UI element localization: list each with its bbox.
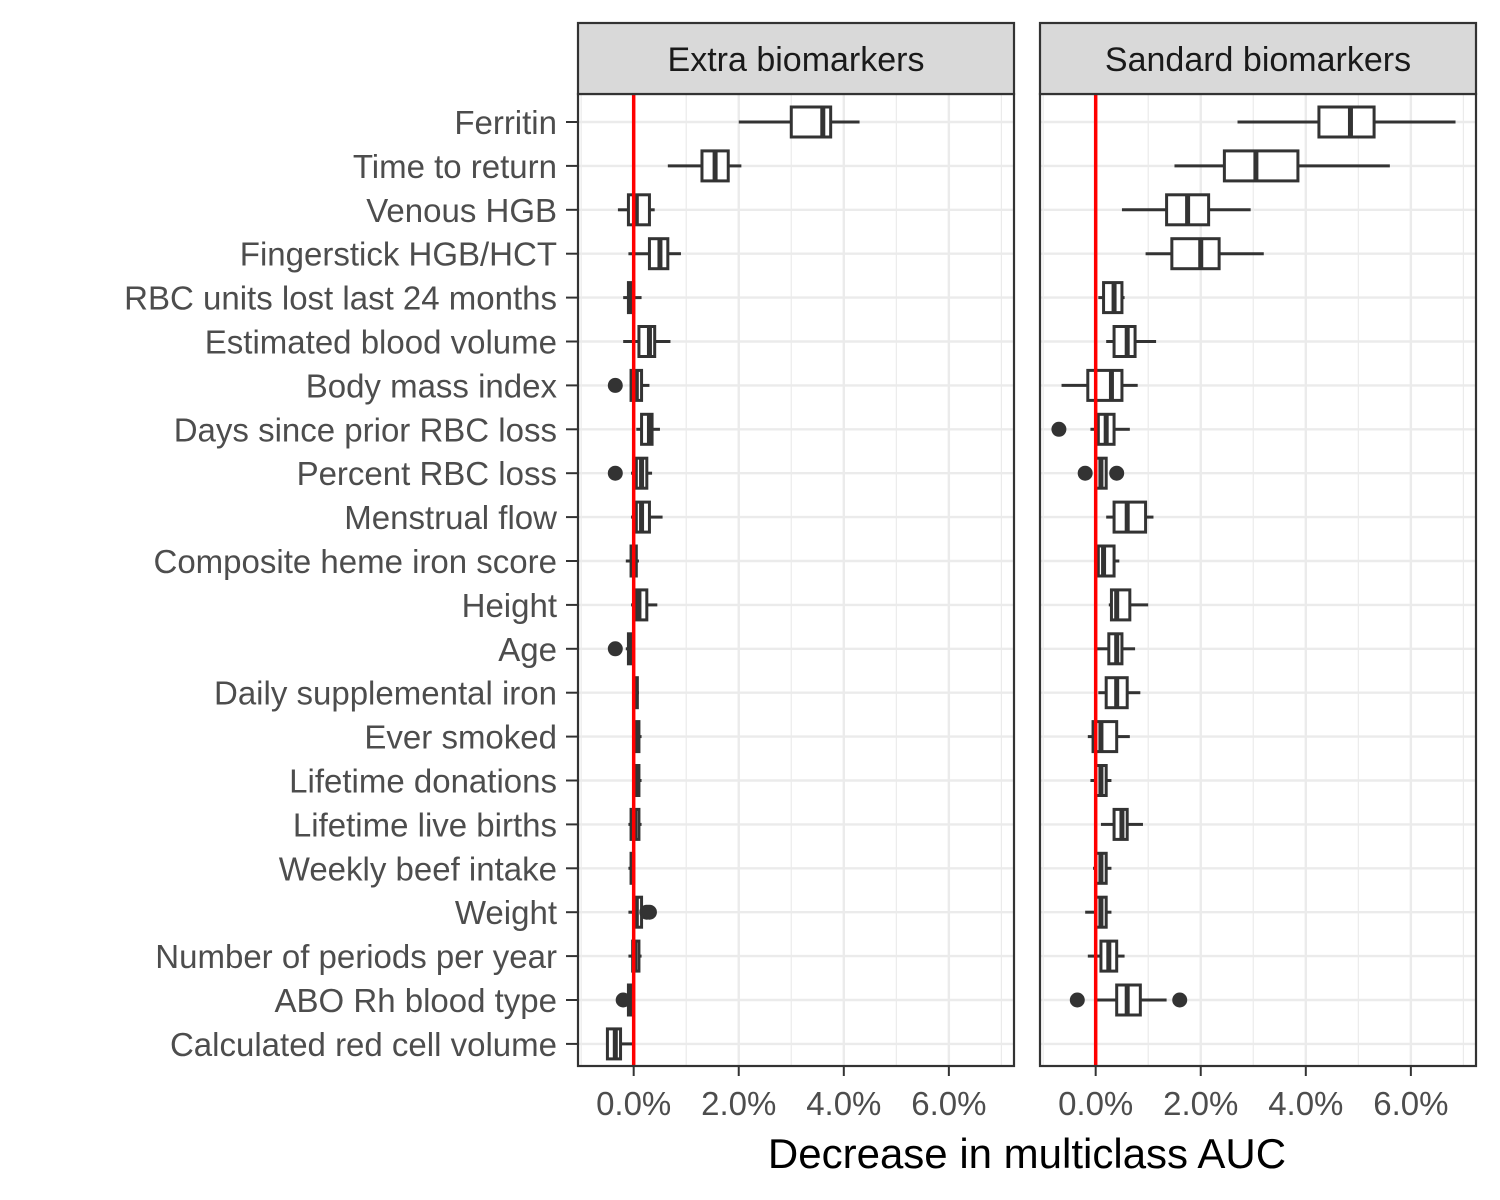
box — [1112, 325, 1137, 358]
y-tick-label: Days since prior RBC loss — [174, 411, 557, 448]
box — [1222, 149, 1300, 183]
y-tick-label: Fingerstick HGB/HCT — [240, 236, 557, 273]
box — [640, 412, 654, 446]
boxplot-1 — [1237, 105, 1456, 139]
boxplot-9 — [607, 456, 653, 490]
box — [626, 193, 651, 227]
x-tick-label: 6.0% — [911, 1085, 986, 1122]
outlier-point — [1077, 465, 1093, 481]
y-tick-label: Weight — [455, 894, 557, 931]
outlier-point — [607, 377, 623, 393]
outlier-point — [1172, 992, 1188, 1008]
boxplot-7 — [1061, 368, 1138, 402]
x-tick-label: 2.0% — [701, 1085, 776, 1122]
boxplot-6 — [623, 325, 671, 358]
outlier-point — [1109, 465, 1125, 481]
boxplot-19 — [628, 895, 657, 929]
y-tick-label: Estimated blood volume — [205, 324, 557, 361]
outlier-point — [607, 465, 623, 481]
x-tick-label: 0.0% — [1058, 1085, 1133, 1122]
boxplot-22 — [605, 1027, 634, 1061]
y-axis-labels: Ferritin Time to return Venous HGB Fingerst… — [124, 104, 578, 1063]
boxplot-2 — [1174, 149, 1390, 183]
y-tick-label: Venous HGB — [366, 192, 557, 229]
strip-title: Extra biomarkers — [668, 41, 925, 79]
boxplot-4 — [1145, 237, 1264, 271]
y-tick-label: Height — [462, 587, 557, 624]
boxplot-11 — [1095, 544, 1120, 578]
box — [637, 325, 657, 358]
y-tick-label: RBC units lost last 24 months — [124, 280, 557, 317]
boxplot-13 — [1095, 632, 1136, 666]
boxplot-4 — [628, 237, 681, 271]
boxplot-10 — [631, 500, 663, 534]
boxplot-5 — [1098, 281, 1125, 315]
y-tick-label: Ever smoked — [364, 719, 557, 756]
boxplot-10 — [1106, 500, 1154, 534]
x-tick-label: 4.0% — [1268, 1085, 1343, 1122]
y-tick-label: ABO Rh blood type — [275, 982, 558, 1019]
boxplot-9 — [1077, 456, 1125, 490]
y-tick-label: Daily supplemental iron — [214, 675, 557, 712]
box — [634, 588, 649, 622]
boxplot-14 — [1098, 676, 1141, 710]
boxplot-19 — [1085, 895, 1112, 929]
x-tick-label: 2.0% — [1163, 1085, 1238, 1122]
y-tick-label: Weekly beef intake — [279, 850, 557, 887]
box — [1170, 237, 1221, 271]
y-tick-label: Calculated red cell volume — [170, 1026, 557, 1063]
boxplot-marks — [1051, 105, 1456, 1017]
boxplot-3 — [1121, 193, 1251, 227]
x-axis-ticks: 0.0% 2.0% 4.0% 6.0% — [596, 1066, 986, 1122]
x-tick-label: 6.0% — [1373, 1085, 1448, 1122]
x-tick-label: 4.0% — [806, 1085, 881, 1122]
box — [1086, 368, 1124, 402]
boxplot-1 — [738, 105, 860, 139]
y-tick-label: Ferritin — [454, 104, 557, 141]
boxplot-21 — [1069, 983, 1188, 1017]
outlier-point — [1069, 992, 1085, 1008]
strip-background — [1038, 21, 1478, 96]
y-tick-label: Age — [498, 631, 557, 668]
y-tick-label: Lifetime donations — [289, 763, 557, 800]
strip-title: Sandard biomarkers — [1105, 41, 1411, 79]
boxplot-8 — [636, 412, 660, 446]
y-tick-label: Menstrual flow — [344, 499, 557, 536]
boxplot-17 — [1100, 807, 1143, 841]
boxplot-7 — [607, 368, 650, 402]
boxplot-21 — [615, 983, 633, 1017]
boxplot-12 — [631, 588, 658, 622]
y-tick-label: Composite heme iron score — [153, 543, 557, 580]
outlier-point — [607, 641, 623, 657]
y-tick-label: Body mass index — [306, 367, 558, 404]
boxplot-13 — [607, 632, 635, 666]
x-axis-title: Decrease in multiclass AUC — [768, 1130, 1286, 1177]
y-tick-label: Time to return — [353, 148, 557, 185]
x-axis-ticks: 0.0% 2.0% 4.0% 6.0% — [1058, 1066, 1448, 1122]
boxplot-2 — [667, 149, 742, 183]
panel-background — [1040, 94, 1476, 1066]
boxplot-15 — [1087, 720, 1130, 754]
outlier-point — [1051, 421, 1067, 437]
panel-standard-biomarkers: Sandard biomarkers 0.0% 2.0% 4.0% 6.0% — [1038, 21, 1478, 1122]
strip-background — [576, 21, 1016, 96]
box — [1317, 105, 1376, 139]
y-tick-label: Number of periods per year — [155, 938, 557, 975]
x-tick-label: 0.0% — [596, 1085, 671, 1122]
boxplot-12 — [1108, 588, 1149, 622]
box — [1096, 544, 1116, 578]
y-tick-label: Lifetime live births — [293, 806, 557, 843]
boxplot-6 — [1106, 325, 1157, 358]
panel-extra-biomarkers: Extra biomarkers 0.0% 2.0% 4.0% 6.0% — [576, 21, 1016, 1122]
outlier-point — [615, 992, 631, 1008]
outlier-point — [641, 904, 657, 920]
y-tick-label: Percent RBC loss — [297, 455, 557, 492]
box — [1112, 500, 1148, 534]
